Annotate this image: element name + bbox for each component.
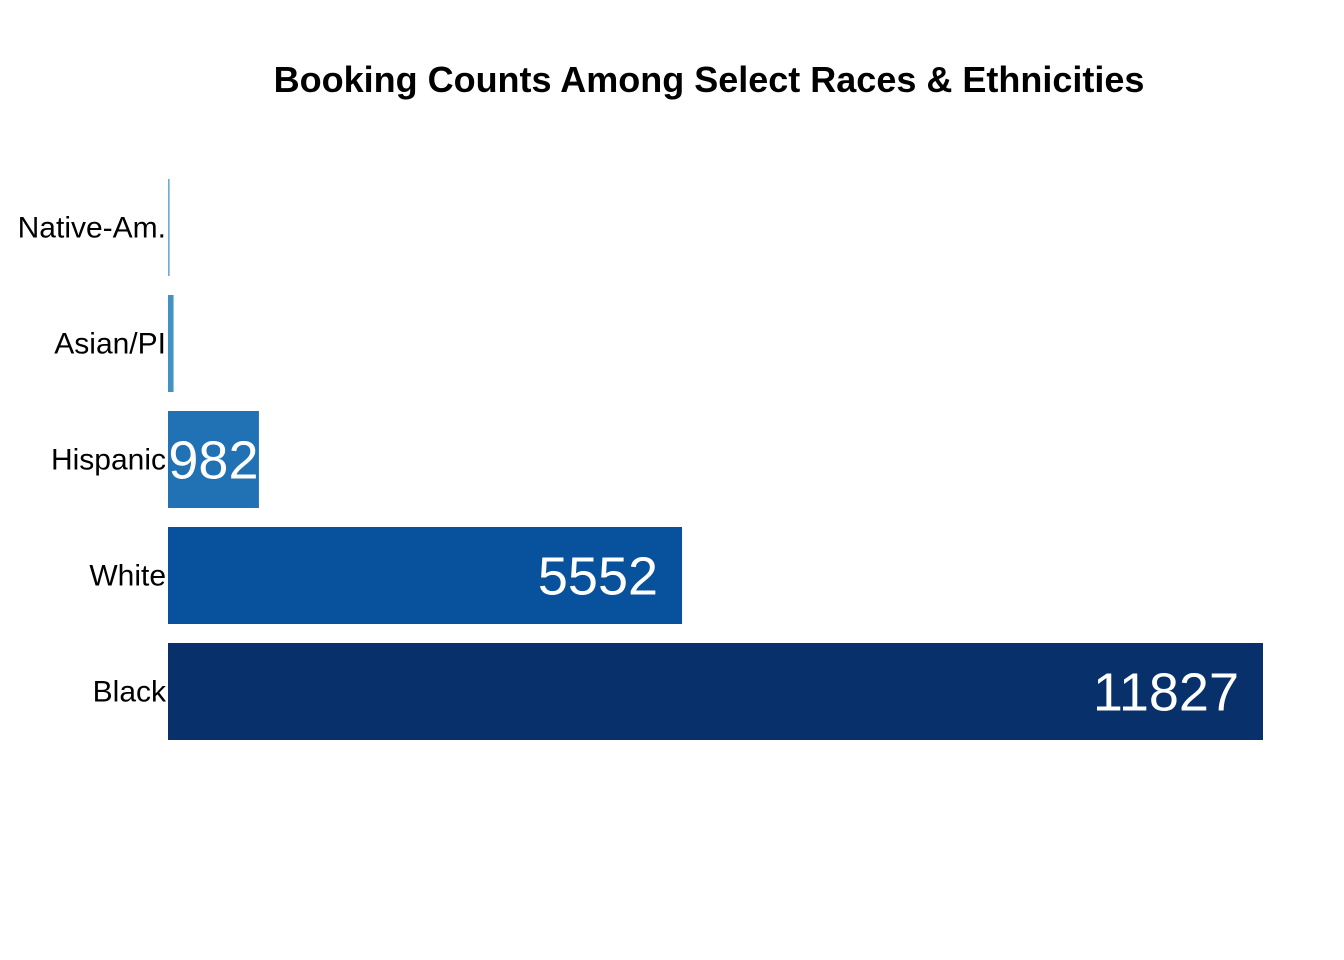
bar-white (168, 527, 683, 624)
category-label: Native-Am. (18, 212, 166, 245)
bar-black (168, 643, 1263, 740)
category-label: Hispanic (51, 444, 166, 477)
bar-native-am (168, 179, 170, 276)
chart-title: Booking Counts Among Select Races & Ethn… (274, 59, 1145, 100)
category-label: Black (93, 676, 167, 709)
category-label: White (89, 560, 166, 593)
value-label: 5552 (538, 547, 658, 607)
category-label: Asian/PI (54, 328, 166, 361)
value-label: 11827 (1093, 663, 1239, 723)
bar-hispanic (168, 411, 259, 508)
bar-asian-pi (168, 295, 174, 392)
plot-area: Native-Am. Asian/PI Hispanic 982 White 5552 Bl… (18, 179, 1263, 740)
value-label: 982 (168, 431, 258, 491)
